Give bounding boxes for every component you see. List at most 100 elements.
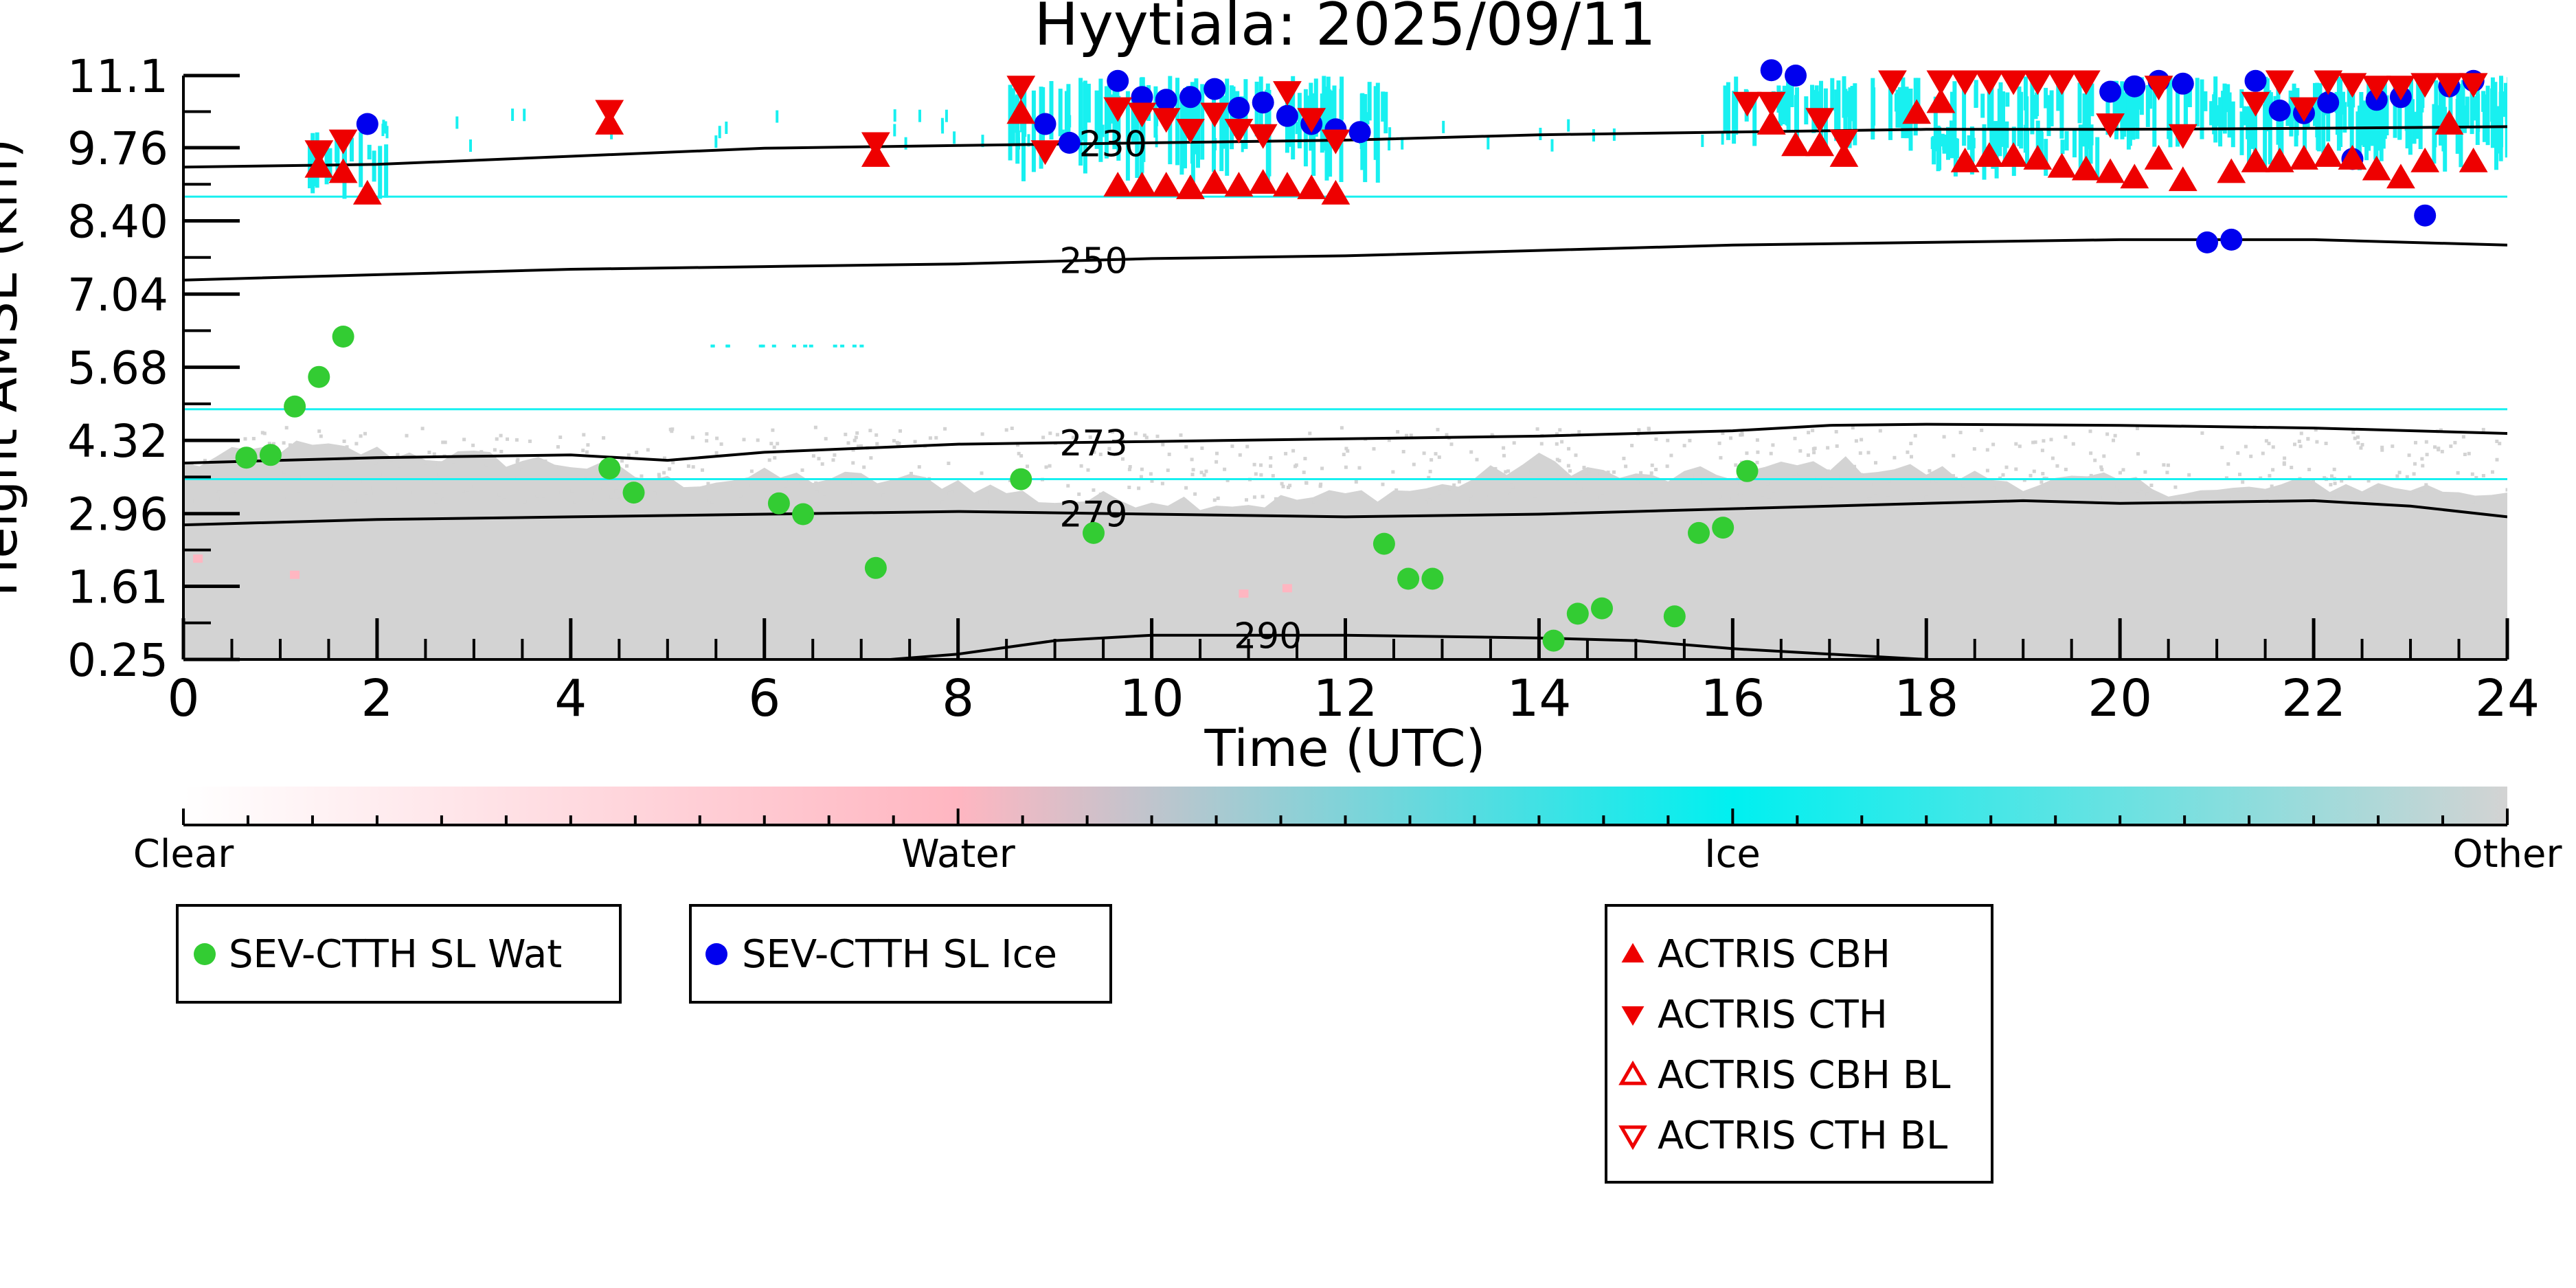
plot-background xyxy=(183,76,2511,659)
bl-speckle xyxy=(462,438,466,442)
marker-actris-cbh xyxy=(1756,109,1786,135)
bl-speckle xyxy=(1654,468,1658,471)
marker-actris-cbh xyxy=(2241,147,2270,172)
bl-speckle xyxy=(2187,473,2191,477)
bl-speckle xyxy=(2118,471,2122,475)
bl-speckle xyxy=(851,461,855,465)
cirrus-streak xyxy=(2439,83,2443,146)
bl-speckle xyxy=(434,500,438,504)
cirrus-streak xyxy=(1313,78,1318,137)
bl-speckle xyxy=(2380,448,2384,452)
bl-speckle xyxy=(1016,443,1020,447)
bl-speckle xyxy=(1928,468,1932,473)
bl-speckle xyxy=(1927,479,1931,484)
bl-speckle xyxy=(2053,486,2057,490)
y-ticks: 0.25 1.61 2.96 4.32 5.68 7.04 8.40 9.76 11.1 xyxy=(67,50,240,687)
cirrus-streak xyxy=(2448,88,2453,126)
cirrus-streak xyxy=(1340,76,1344,120)
marker-actris-cth xyxy=(2434,73,2464,98)
cirrus-speck xyxy=(1721,132,1724,145)
bl-speckle xyxy=(625,464,629,468)
cirrus-speck xyxy=(940,117,944,131)
cirrus-speck xyxy=(1197,126,1200,139)
marker-actris-cth xyxy=(1200,102,1230,128)
bl-speckle xyxy=(2149,484,2154,487)
cirrus-streak xyxy=(2473,95,2478,121)
cirrus-streak xyxy=(2072,128,2077,158)
bl-speckle xyxy=(1391,470,1395,474)
bl-speckle xyxy=(598,487,602,491)
bl-speckle xyxy=(857,444,860,449)
bl-speckle xyxy=(1308,431,1312,436)
cirrus-streak xyxy=(2134,92,2139,126)
cirrus-streak xyxy=(2393,82,2397,138)
x-ticks: 0 2 4 6 8 10 12 14 16 18 20 22 24 xyxy=(167,618,2540,728)
bl-speckle xyxy=(506,437,509,441)
marker-actris-cbh xyxy=(2314,142,2343,167)
bl-speckle xyxy=(756,438,760,442)
bl-speckle xyxy=(2315,440,2319,444)
marker-actris-cth xyxy=(1224,118,1254,144)
bl-speckle xyxy=(1437,455,1441,460)
bl-speckle xyxy=(493,448,497,452)
cirrus-streak xyxy=(2364,103,2369,161)
bl-speckle xyxy=(479,450,484,454)
bl-speckle xyxy=(2377,484,2382,488)
colorbar-label-water: Water xyxy=(901,832,1016,877)
cirrus-streak xyxy=(2088,137,2093,164)
bl-speckle xyxy=(1647,427,1651,431)
cirrus-streak xyxy=(2383,97,2388,126)
bl-speckle xyxy=(1160,482,1164,486)
bl-speckle xyxy=(1649,471,1653,475)
cirrus-speck xyxy=(840,344,845,348)
bl-speckle xyxy=(1204,469,1208,473)
cirrus-streak xyxy=(1950,91,1954,110)
bl-speckle xyxy=(1121,457,1125,461)
bl-speckle xyxy=(2113,433,2117,438)
x-tick-label: 4 xyxy=(554,669,587,728)
cirrus-streak xyxy=(2049,90,2054,126)
cirrus-speck xyxy=(725,344,730,348)
bl-speckle xyxy=(815,490,819,494)
bl-speckle xyxy=(216,493,220,497)
marker-actris-cth xyxy=(1732,91,1762,117)
bl-speckle xyxy=(2100,468,2104,472)
cirrus-streak xyxy=(1932,138,1937,152)
bl-speckle xyxy=(1868,494,1872,498)
bl-speckle xyxy=(784,484,788,488)
cirrus-streak xyxy=(1297,93,1302,148)
bl-speckle xyxy=(585,450,589,454)
cirrus-streak xyxy=(2278,110,2283,163)
bl-speckle xyxy=(1826,446,1830,450)
bl-speckle xyxy=(1718,495,1722,499)
bl-speckle xyxy=(820,462,824,466)
bl-speckle xyxy=(746,484,750,488)
cirrus-streak xyxy=(2145,84,2150,127)
bl-speckle xyxy=(833,453,837,457)
bl-speckle xyxy=(2453,440,2457,444)
bl-speckle xyxy=(2112,438,2115,442)
bl-speckle xyxy=(749,469,754,473)
marker-actris-cth xyxy=(1176,118,1205,144)
bl-speckle xyxy=(640,474,644,478)
bl-speckle xyxy=(341,490,344,494)
cirrus-streak xyxy=(1381,91,1386,122)
cirrus-streak xyxy=(1752,97,1757,146)
marker-sev-ctth-sl-wat xyxy=(792,503,815,526)
bl-speckle xyxy=(1445,433,1449,437)
marker-actris-cbh xyxy=(2071,155,2101,181)
cirrus-streak xyxy=(1849,94,1854,107)
bl-speckle xyxy=(2391,444,2395,449)
bl-speckle xyxy=(495,437,499,441)
bl-speckle xyxy=(762,496,766,500)
cirrus-streak xyxy=(2507,77,2511,142)
marker-actris-cbh xyxy=(1176,174,1205,199)
bl-speckle xyxy=(1254,472,1258,476)
marker-sev-ctth-sl-ice xyxy=(2414,204,2437,227)
bl-speckle xyxy=(686,464,690,468)
bl-speckle xyxy=(928,436,932,440)
bl-speckle xyxy=(2360,442,2364,447)
marker-sev-ctth-sl-ice xyxy=(1228,97,1250,119)
cirrus-streak xyxy=(1847,92,1852,148)
